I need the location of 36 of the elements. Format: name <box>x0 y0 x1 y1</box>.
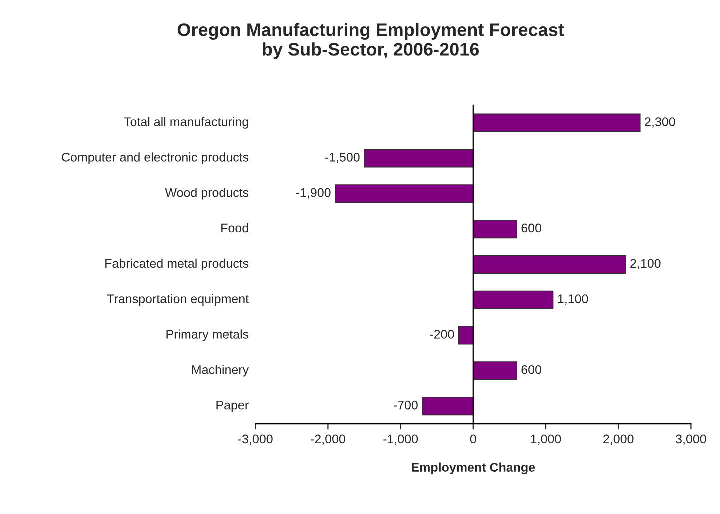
data-label: 2,300 <box>645 118 676 128</box>
data-label: -700 <box>394 400 418 410</box>
data-label: -1,500 <box>325 152 360 164</box>
data-label: 600 <box>522 365 542 374</box>
data-label: 1,100 <box>558 294 588 305</box>
bar <box>472 114 641 132</box>
data-label: -200 <box>430 330 454 339</box>
y-tick-label: Food <box>222 223 248 233</box>
data-label: -1,900 <box>296 188 331 199</box>
bar <box>364 149 474 168</box>
y-tick-label: Primary metals <box>166 330 249 342</box>
x-tick-label: 1,000 <box>531 434 562 446</box>
y-tick-label: Transportation equipment <box>107 294 249 306</box>
x-axis-title: Employment Change <box>412 462 536 474</box>
chart-title: Oregon Manufacturing Employment Forecast by Sub-Sector, 2006-2016 <box>178 23 564 60</box>
bar <box>422 397 474 416</box>
y-tick-label: Fabricated metal products <box>106 258 249 271</box>
y-tick-label: Machinery <box>192 365 250 377</box>
y-tick-label: Paper <box>216 400 249 412</box>
bar <box>472 220 518 239</box>
bar <box>472 362 518 380</box>
x-tick-label: 0 <box>470 434 476 444</box>
data-label: 600 <box>522 224 542 233</box>
y-tick-label: Wood products <box>165 188 249 200</box>
bar <box>458 326 474 345</box>
x-tick-label: 2,000 <box>604 434 634 446</box>
y-tick-label: Computer and electronic products <box>62 152 249 164</box>
x-tick-label: -3,000 <box>238 434 273 446</box>
x-tick-label: -2,000 <box>311 434 346 446</box>
x-tick-label: 3,000 <box>676 434 706 446</box>
y-tick-label: Total all manufacturing <box>124 117 248 129</box>
x-tick-label: -1,000 <box>384 434 418 446</box>
bar <box>472 255 626 274</box>
data-label: 2,100 <box>630 259 661 270</box>
bar <box>335 184 474 204</box>
bar <box>472 290 554 310</box>
